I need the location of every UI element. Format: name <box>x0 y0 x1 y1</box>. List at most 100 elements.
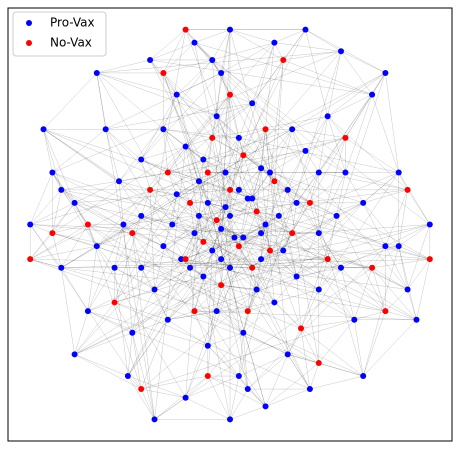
edge <box>340 267 386 312</box>
edge <box>118 159 142 182</box>
edge <box>287 189 311 204</box>
edge <box>149 59 164 74</box>
edge <box>167 232 262 320</box>
node <box>58 264 65 271</box>
edge <box>327 116 346 139</box>
node <box>124 373 131 380</box>
edge <box>61 267 75 355</box>
edge <box>291 129 306 152</box>
edge <box>212 137 244 156</box>
node <box>293 199 300 206</box>
edge <box>221 228 373 269</box>
edge <box>296 202 320 234</box>
node <box>187 264 194 271</box>
edge <box>74 232 262 355</box>
edge <box>114 233 133 268</box>
edge <box>318 172 399 290</box>
edge <box>105 129 142 160</box>
node <box>227 416 233 423</box>
edge <box>305 29 386 74</box>
edge <box>118 150 306 182</box>
edge <box>87 224 142 268</box>
node <box>129 329 136 336</box>
edge <box>96 245 115 268</box>
edge <box>296 202 364 277</box>
node <box>382 308 389 315</box>
node <box>333 212 340 219</box>
edge <box>180 172 226 260</box>
edge <box>216 258 328 312</box>
edge <box>194 42 275 312</box>
node <box>209 247 216 254</box>
edge <box>345 72 386 139</box>
edge <box>212 228 222 251</box>
edge <box>61 189 75 204</box>
node <box>404 186 411 193</box>
edge <box>287 354 319 364</box>
edge <box>363 189 408 204</box>
edge <box>43 129 253 269</box>
edge <box>291 129 364 377</box>
edge <box>247 388 266 407</box>
edge <box>96 232 133 247</box>
edge <box>252 181 275 199</box>
edge <box>140 388 155 420</box>
node <box>231 234 238 241</box>
edge <box>61 224 89 268</box>
edge <box>243 332 249 390</box>
edge <box>269 250 297 277</box>
node <box>209 134 216 141</box>
edge <box>296 94 373 203</box>
edge <box>220 29 231 74</box>
edge <box>216 116 240 139</box>
edge <box>203 258 222 277</box>
node <box>111 299 118 306</box>
edge <box>194 276 204 312</box>
edge <box>211 137 249 390</box>
edge <box>229 29 284 61</box>
node <box>369 91 376 98</box>
edge <box>238 129 266 190</box>
node <box>289 230 296 237</box>
edge <box>291 202 297 234</box>
edge <box>238 103 253 138</box>
edge <box>274 302 302 329</box>
edge <box>194 311 209 346</box>
edge <box>340 51 386 74</box>
edge <box>43 72 97 130</box>
edge <box>207 202 217 221</box>
edge <box>87 310 239 377</box>
edge <box>132 332 142 390</box>
edge <box>309 202 337 217</box>
node <box>182 256 189 263</box>
edge <box>207 172 284 251</box>
edge <box>207 375 231 420</box>
edge <box>105 72 222 130</box>
edge <box>251 59 284 104</box>
edge <box>292 232 328 260</box>
edge <box>300 319 355 329</box>
edge <box>247 267 253 312</box>
edge <box>283 250 297 277</box>
edge <box>274 289 319 303</box>
node <box>204 342 211 349</box>
edge <box>296 267 342 277</box>
edge <box>185 258 204 277</box>
edge <box>149 59 209 173</box>
edge <box>167 319 208 346</box>
edge <box>216 189 231 221</box>
edge <box>29 172 53 225</box>
edge <box>52 172 89 225</box>
edge <box>176 194 200 217</box>
edge <box>269 59 284 251</box>
edge <box>74 180 120 204</box>
edge <box>30 224 89 260</box>
node <box>240 152 247 159</box>
edge <box>207 202 266 407</box>
edge <box>141 215 244 238</box>
node <box>204 169 211 176</box>
edge <box>114 258 430 269</box>
edge <box>327 94 373 117</box>
edge <box>30 258 373 269</box>
node <box>116 178 122 185</box>
